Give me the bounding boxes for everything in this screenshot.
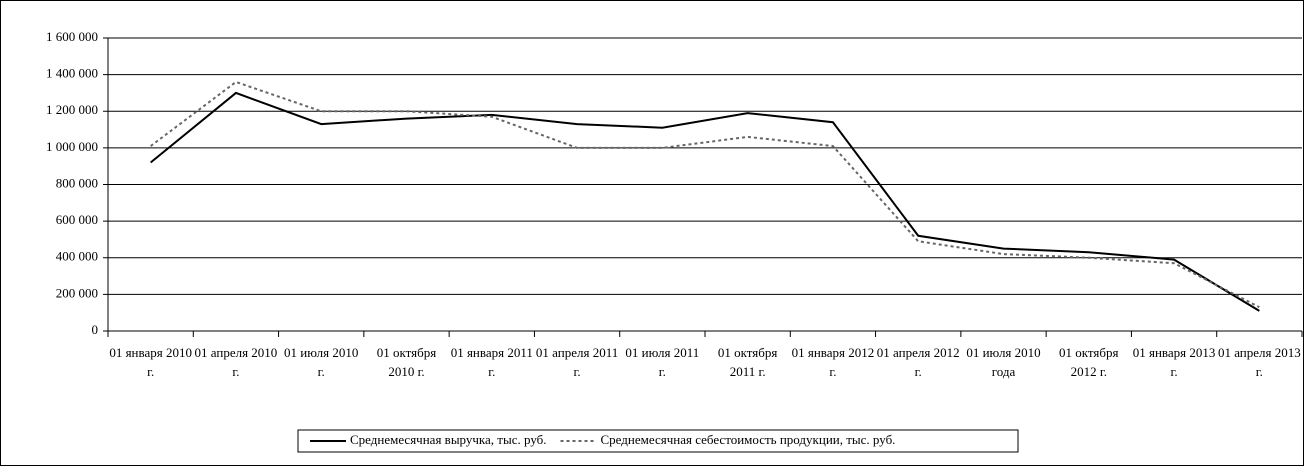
y-tick-label: 1 000 000 (46, 139, 98, 154)
x-tick-label: 01 апреля 2013 г. (1217, 345, 1301, 379)
x-tick-label: 01 апреля 2011 г. (535, 345, 619, 379)
x-tick-label: 01 октября 2010 г. (376, 345, 437, 379)
y-tick-label: 0 (92, 322, 99, 337)
y-tick-label: 400 000 (56, 249, 98, 264)
x-tick-label: 01 января 2012 г. (791, 345, 875, 379)
x-tick-label: 01 октября 2012 г. (1059, 345, 1119, 379)
x-tick-label: 01 июля 2010 г. (284, 345, 359, 379)
legend-box (297, 429, 1019, 453)
legend-label: Среднемесячная себестоимость продукции, … (601, 432, 896, 447)
x-tick-label: 01 апреля 2012 г. (876, 345, 960, 379)
legend-label: Среднемесячная выручка, тыс. руб. (350, 432, 547, 447)
series-line (150, 91, 1260, 312)
x-tick-label: 01 июля 2010 года (966, 345, 1041, 379)
y-tick-label: 800 000 (56, 175, 98, 190)
y-tick-label: 1 200 000 (46, 102, 98, 117)
y-tick-label: 200 000 (56, 285, 98, 300)
y-tick-label: 600 000 (56, 212, 98, 227)
series-line (150, 80, 1260, 309)
x-tick-label: 01 апреля 2010 г. (194, 345, 278, 379)
y-tick-label: 1 600 000 (46, 29, 98, 44)
x-tick-label: 01 января 2010 г. (109, 345, 192, 379)
y-tick-label: 1 400 000 (46, 66, 98, 81)
x-tick-label: 01 января 2011 г. (450, 345, 533, 379)
x-tick-label: 01 июля 2011 г. (625, 345, 700, 379)
x-tick-label: 01 октября 2011 г. (717, 345, 778, 379)
x-tick-label: 01 января 2013 г. (1132, 345, 1216, 379)
